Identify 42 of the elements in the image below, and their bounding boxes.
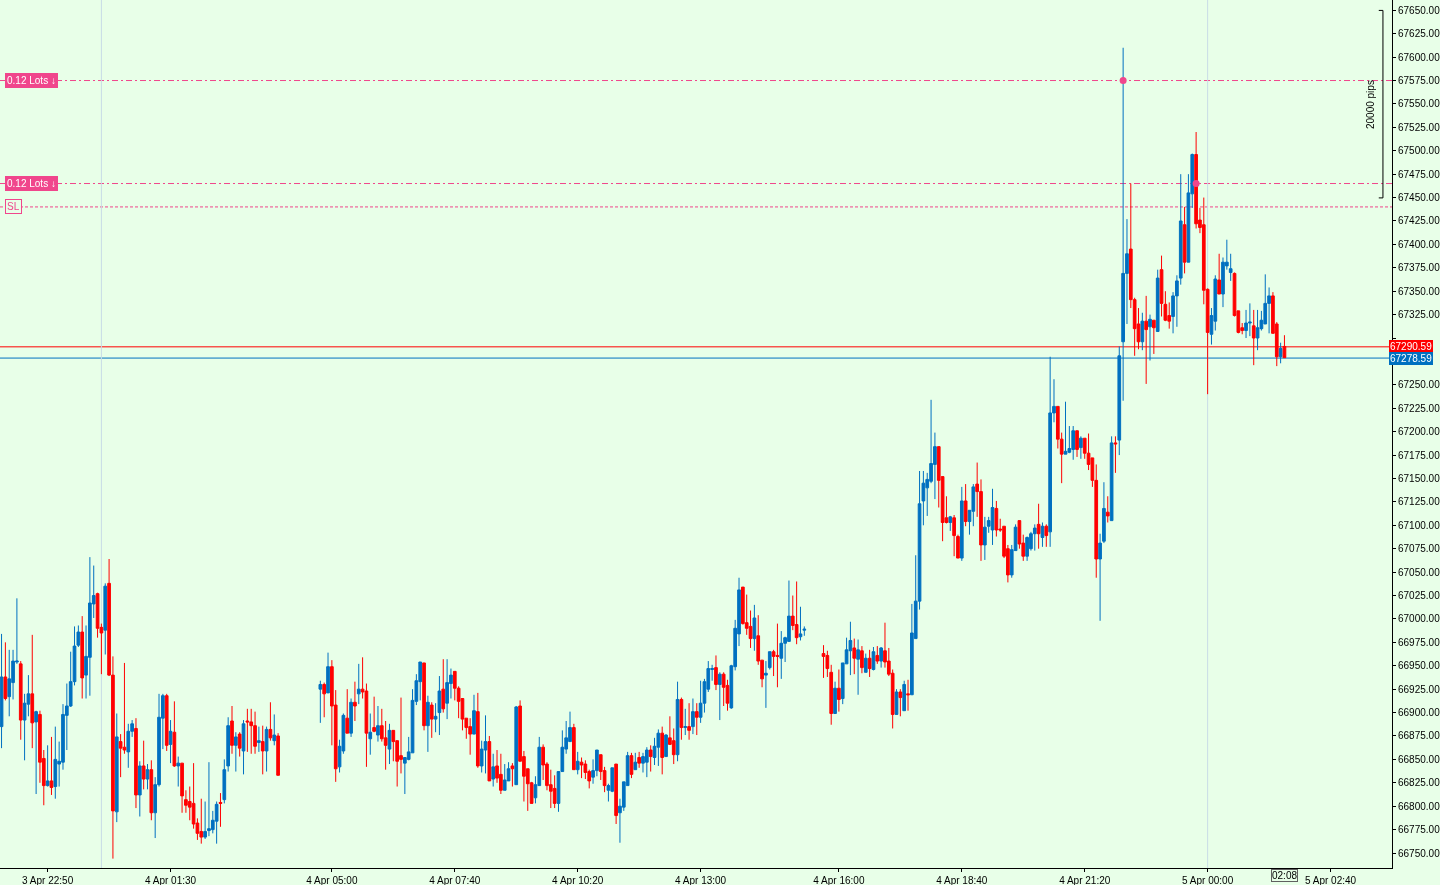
y-tick-label: 67000.00	[1398, 613, 1440, 625]
y-tick-label: 67200.00	[1398, 426, 1440, 438]
y-tick-label: 66925.00	[1398, 683, 1440, 695]
y-tick-label: 67250.00	[1398, 379, 1440, 391]
y-tick-label: 67650.00	[1398, 4, 1440, 16]
y-tick-label: 67500.00	[1398, 145, 1440, 157]
y-tick-label: 67125.00	[1398, 496, 1440, 508]
ref-line-label: 0.12 Lots ↓	[7, 178, 56, 189]
y-tick-label: 67400.00	[1398, 238, 1440, 250]
annotation: 20000 pips	[1364, 80, 1376, 130]
y-tick-label: 66900.00	[1398, 707, 1440, 719]
y-tick-label: 66950.00	[1398, 660, 1440, 672]
y-tick-label: 67425.00	[1398, 215, 1440, 227]
y-tick-label: 67450.00	[1398, 192, 1440, 204]
y-tick-label: 67225.00	[1398, 402, 1440, 414]
y-tick-label: 66775.00	[1398, 824, 1440, 836]
y-tick-label: 67475.00	[1398, 168, 1440, 180]
y-tick-label: 67325.00	[1398, 309, 1440, 321]
y-tick-label: 67075.00	[1398, 543, 1440, 555]
y-tick-label: 67600.00	[1398, 51, 1440, 63]
text: 02:08	[1272, 870, 1298, 881]
y-tick-label: 67175.00	[1398, 449, 1440, 461]
y-tick-label: 67100.00	[1398, 519, 1440, 531]
y-tick-label: 67625.00	[1398, 28, 1440, 40]
y-tick-label: 67150.00	[1398, 472, 1440, 484]
y-tick-label: 66850.00	[1398, 753, 1440, 765]
y-tick-label: 67350.00	[1398, 285, 1440, 297]
y-tick-label: 66800.00	[1398, 800, 1440, 812]
ref-line-label: 0.12 Lots ↓	[7, 75, 56, 86]
y-tick-label: 66875.00	[1398, 730, 1440, 742]
ref-line-label: SL	[7, 201, 20, 212]
ref-line-label: 67290.59	[1390, 341, 1433, 352]
y-tick-label: 66825.00	[1398, 777, 1440, 789]
y-tick-label: 67525.00	[1398, 121, 1440, 133]
y-tick-label: 66975.00	[1398, 636, 1440, 648]
y-tick-label: 67550.00	[1398, 98, 1440, 110]
y-tick-label: 67375.00	[1398, 262, 1440, 274]
y-tick-label: 67575.00	[1398, 75, 1440, 87]
y-tick-label: 67025.00	[1398, 590, 1440, 602]
y-tick-label: 66750.00	[1398, 847, 1440, 859]
ref-line-label: 67278.59	[1390, 353, 1433, 364]
y-tick-label: 67050.00	[1398, 566, 1440, 578]
